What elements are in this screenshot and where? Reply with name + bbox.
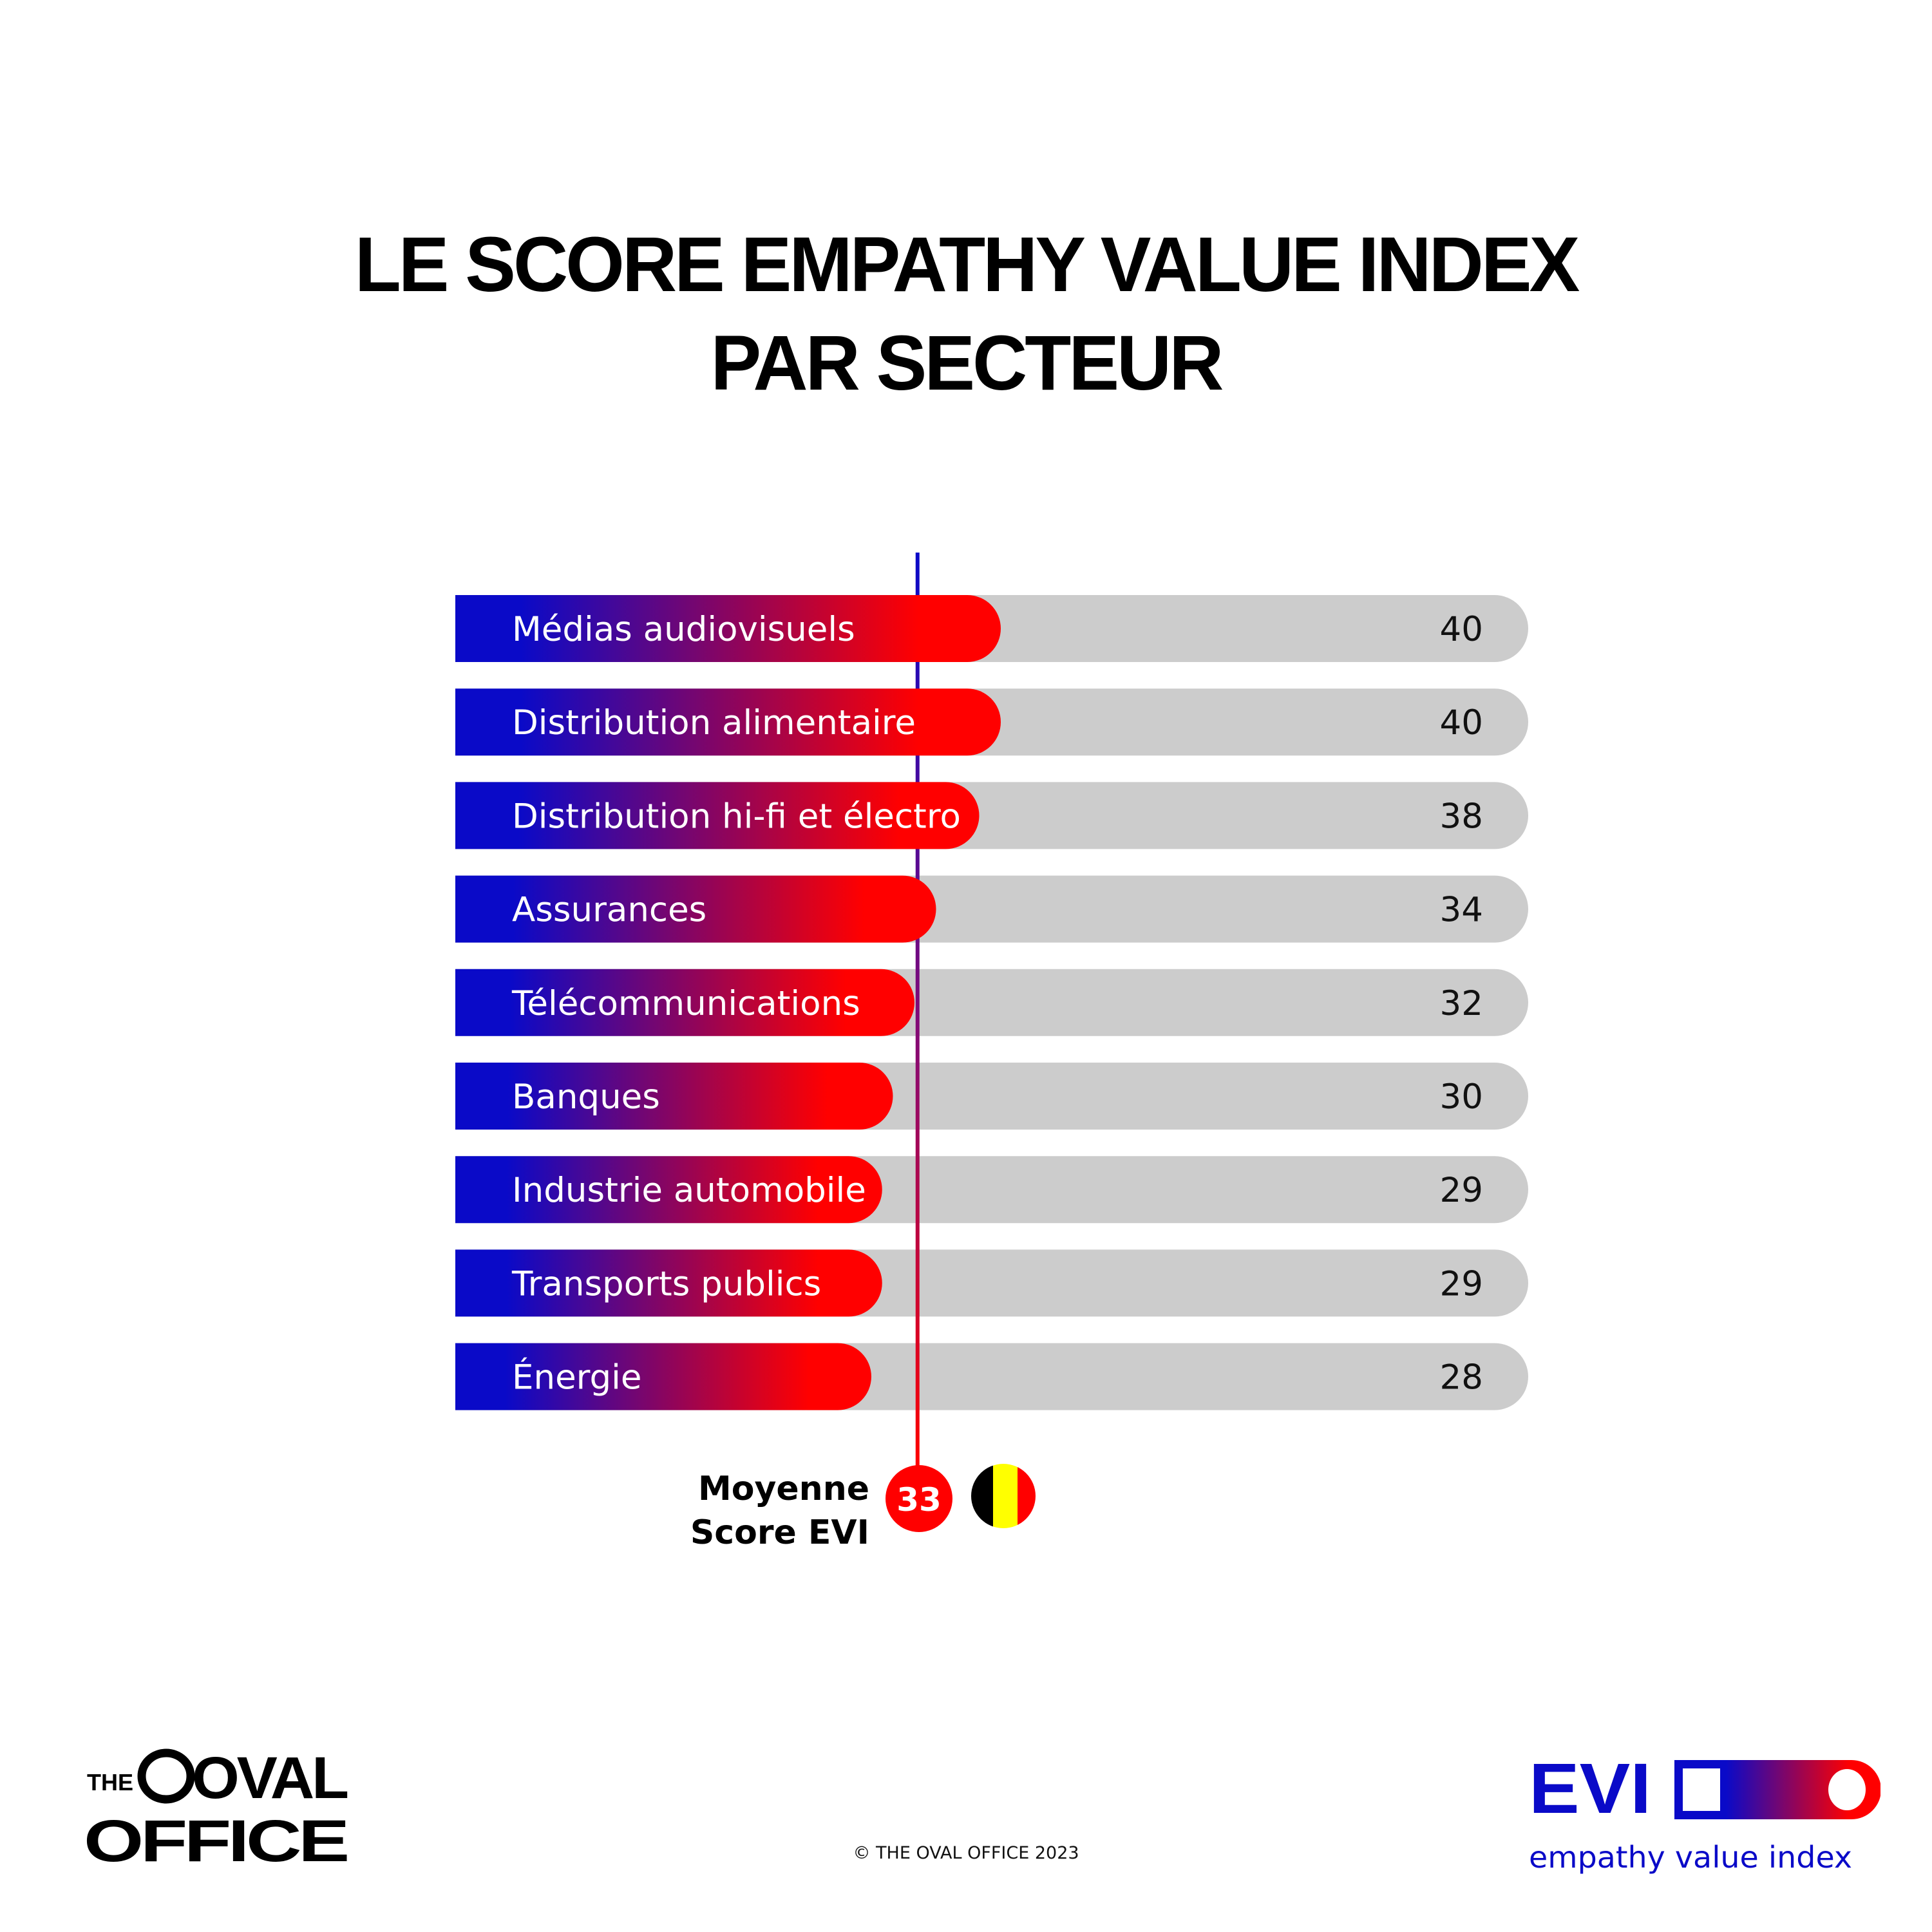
evi-acronym: EVI: [1529, 1749, 1651, 1828]
bar-7: [455, 1249, 882, 1317]
bar-value-label: 29: [1440, 1264, 1483, 1303]
oval-office-logo: THE OVAL OFFICE: [84, 1745, 350, 1868]
bar-labels: Médias audiovisuels 40 Distribution alimen…: [511, 610, 1483, 1397]
logo-the: THE: [87, 1769, 133, 1795]
belgium-flag-icon: [971, 1464, 1036, 1528]
bar-value-label: 30: [1440, 1077, 1483, 1117]
bar-label: Télécommunications: [511, 984, 860, 1023]
logo-o-icon: [137, 1748, 195, 1804]
bar-label: Transports publics: [511, 1264, 821, 1303]
bar-value-label: 32: [1440, 984, 1483, 1023]
bar-value-label: 40: [1440, 703, 1483, 743]
bar-2: [455, 782, 980, 849]
bar-3: [455, 875, 936, 943]
average-value-badge: [886, 1465, 952, 1532]
bar-label: Distribution hi-fi et électro: [512, 797, 961, 836]
bar-8: [455, 1343, 871, 1410]
bar-label: Banques: [512, 1077, 660, 1117]
average-label-line-2: Score EVI: [690, 1513, 869, 1552]
average-label: Moyenne Score EVI: [690, 1467, 869, 1555]
average-label-line-1: Moyenne: [698, 1470, 869, 1508]
chart-title-line-2: PAR SECTEUR: [710, 319, 1224, 407]
bar-label: Distribution alimentaire: [512, 703, 916, 743]
bar-value-label: 34: [1440, 891, 1483, 930]
bar-label: Industrie automobile: [512, 1171, 866, 1210]
bar-value-label: 28: [1440, 1358, 1483, 1397]
evi-logo: EVI empathy value index: [1529, 1749, 1880, 1875]
bar-label: Médias audiovisuels: [512, 610, 855, 649]
copyright-text: © THE OVAL OFFICE 2023: [853, 1843, 1079, 1863]
toggle-switch-icon: [1674, 1760, 1880, 1819]
average-value-label: 33: [896, 1481, 942, 1519]
evi-tagline: empathy value index: [1529, 1840, 1852, 1875]
chart-title-line-1: LE SCORE EMPATHY VALUE INDEX: [354, 221, 1580, 308]
bar-6: [455, 1156, 882, 1224]
bar-label: Énergie: [512, 1357, 642, 1397]
logo-oval: OVAL: [192, 1745, 348, 1811]
bar-1: [455, 688, 1001, 756]
bar-0: [455, 595, 1001, 662]
bar-value-label: 40: [1440, 610, 1483, 649]
logo-office: OFFICE: [84, 1808, 347, 1868]
bar-label: Assurances: [512, 891, 706, 930]
bar-fills: [455, 595, 1001, 1410]
bar-4: [455, 969, 914, 1036]
bar-5: [455, 1063, 893, 1130]
bar-value-label: 29: [1440, 1171, 1483, 1210]
bar-value-label: 38: [1440, 797, 1483, 836]
